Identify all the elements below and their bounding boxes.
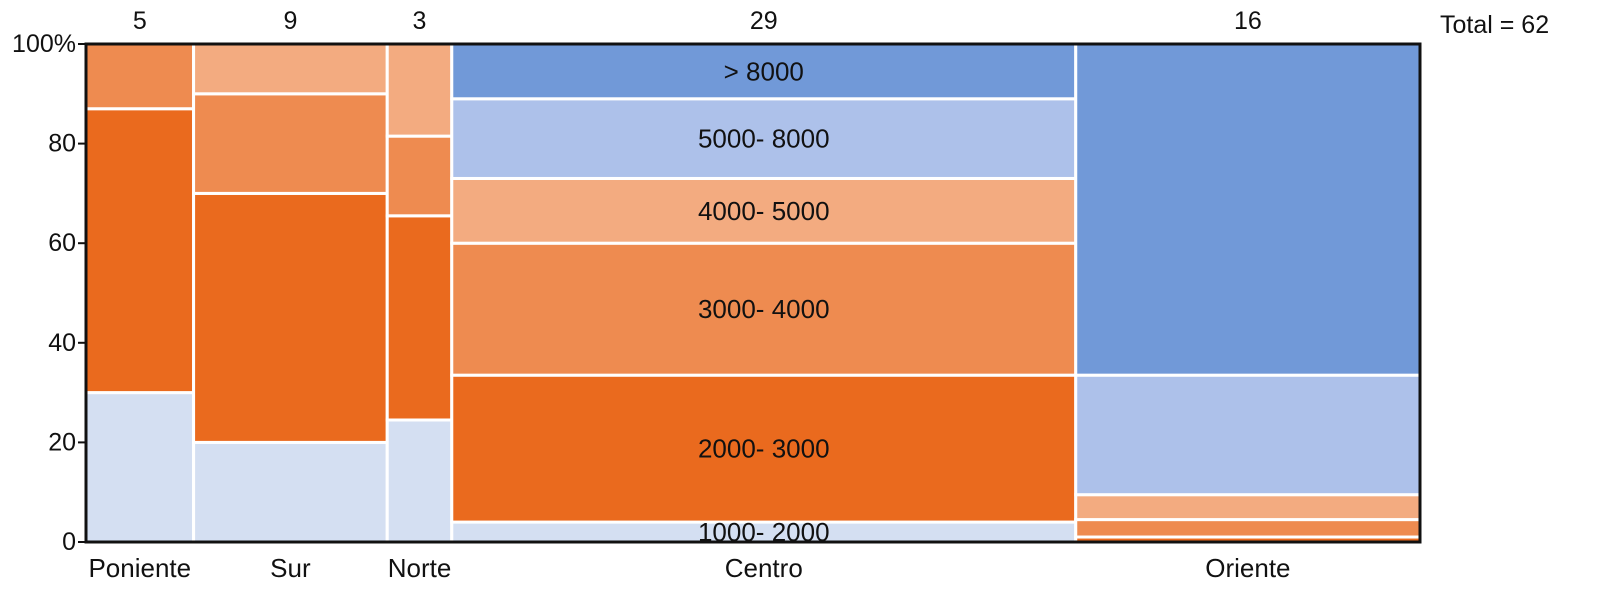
segment-poniente-3000-4000 [84,42,196,111]
segment-norte-1000-2000 [385,418,454,544]
count-label-poniente: 5 [133,7,147,35]
segment-centro-4000-5000 [450,176,1078,245]
segment-sur-2000-3000 [192,191,389,444]
segment-centro-2000-3000 [450,373,1078,524]
y-tick-label-100: 100% [12,30,76,58]
category-label-poniente: Poniente [88,553,191,583]
segment-centro-5000-8000 [450,97,1078,180]
category-label-centro: Centro [725,553,803,583]
total-label: Total = 62 [1440,11,1549,39]
segment-oriente-3000-4000 [1074,518,1422,539]
y-tick-label-80: 80 [48,130,76,158]
count-label-centro: 29 [750,7,778,35]
segment-sur-1000-2000 [192,440,389,544]
segment-poniente-1000-2000 [84,391,196,544]
segment-label-4000-5000: 4000- 5000 [698,196,830,226]
segment-oriente-5000-8000 [1074,373,1422,497]
segment-label-1000-2000: 1000- 2000 [698,517,830,547]
count-label-oriente: 16 [1234,7,1262,35]
segment-label-5000-8000: 5000- 8000 [698,124,830,154]
category-label-oriente: Oriente [1205,553,1290,583]
segment-oriente-4000-5000 [1074,493,1422,522]
count-label-norte: 3 [413,7,427,35]
segment-norte-3000-4000 [385,134,454,218]
text-layer: 5 Poniente 9 Sur 3 Norte 1000- 2000 2000- 3000 3… [12,7,1549,583]
segment-norte-2000-3000 [385,214,454,422]
y-tick-label-40: 40 [48,329,76,357]
segment-sur-4000-5000 [192,42,389,96]
frame-layer [78,42,1422,544]
category-label-norte: Norte [388,553,452,583]
segment-norte-4000-5000 [385,42,454,138]
segments-layer [84,42,1422,544]
segment-oriente-8000 [1074,42,1422,377]
segment-label-8000: > 8000 [724,56,804,86]
plot-frame [84,42,1422,544]
count-label-sur: 9 [283,7,297,35]
y-tick-label-20: 20 [48,428,76,456]
segment-label-2000-3000: 2000- 3000 [698,434,830,464]
segment-label-3000-4000: 3000- 4000 [698,294,830,324]
category-label-sur: Sur [270,553,311,583]
segment-poniente-2000-3000 [84,107,196,395]
y-tick-label-0: 0 [62,528,76,556]
y-tick-label-60: 60 [48,229,76,257]
segment-sur-3000-4000 [192,92,389,195]
